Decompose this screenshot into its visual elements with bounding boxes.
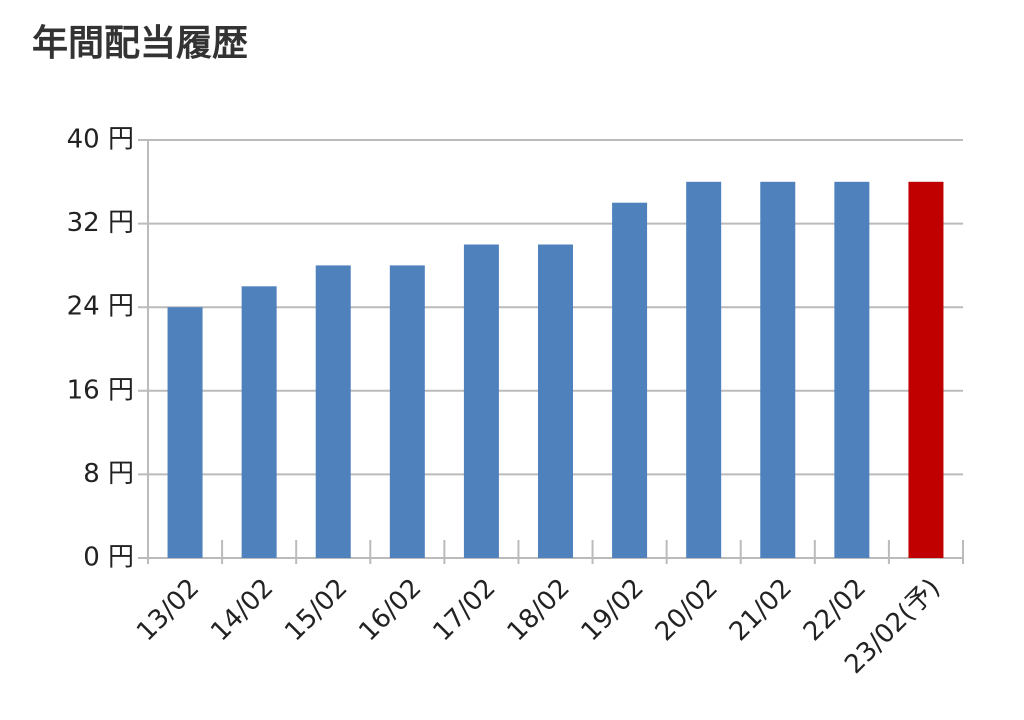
x-tick-label: 18/02 [502, 573, 576, 647]
x-tick-label: 14/02 [205, 573, 279, 647]
y-tick-label: 16 円 [67, 375, 134, 405]
bar [908, 181, 944, 559]
bar [315, 265, 351, 558]
bar [389, 265, 425, 558]
y-tick-label: 0 円 [83, 543, 134, 573]
bar [241, 286, 277, 558]
bar [538, 244, 573, 558]
bar [760, 181, 796, 559]
x-tick-label: 16/02 [353, 573, 427, 647]
chart-title: 年間配当履歴 [32, 23, 248, 64]
bar [686, 181, 722, 559]
y-tick-label: 40 円 [67, 125, 134, 155]
bar [834, 181, 870, 559]
x-tick-label: 13/02 [131, 573, 205, 647]
bar [463, 244, 499, 558]
y-tick-label: 32 円 [67, 208, 134, 238]
x-tick-label: 21/02 [724, 573, 798, 647]
bar [167, 307, 203, 558]
x-tick-label: 17/02 [427, 573, 501, 647]
bar [612, 202, 648, 558]
x-tick-label: 19/02 [576, 573, 650, 647]
x-tick-label: 15/02 [279, 573, 353, 647]
y-tick-label: 24 円 [67, 292, 134, 322]
y-tick-label: 8 円 [83, 459, 134, 489]
x-tick-label: 20/02 [650, 573, 724, 647]
